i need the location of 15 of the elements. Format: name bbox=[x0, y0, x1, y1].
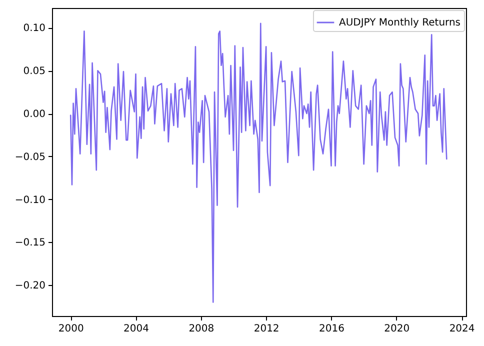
x-tick-label: 2008 bbox=[188, 324, 214, 334]
y-tick-label: 0.00 bbox=[23, 109, 46, 120]
y-tick-label: −0.10 bbox=[14, 194, 46, 206]
y-tick-label: −0.20 bbox=[14, 280, 46, 292]
x-tick-label: 2016 bbox=[319, 324, 344, 334]
y-tick-label: 0.05 bbox=[23, 66, 46, 78]
x-tick-label: 2012 bbox=[254, 324, 280, 334]
x-tick-label: 2020 bbox=[384, 324, 410, 334]
y-tick-label: −0.15 bbox=[14, 238, 46, 249]
y-tick-label: 0.10 bbox=[23, 23, 46, 34]
x-tick-label: 2000 bbox=[58, 324, 84, 334]
x-tick-label: 2024 bbox=[449, 324, 475, 334]
legend-label: AUDJPY Monthly Returns bbox=[339, 18, 461, 28]
x-tick-label: 2004 bbox=[124, 324, 149, 334]
y-tick-label: −0.05 bbox=[14, 152, 46, 163]
